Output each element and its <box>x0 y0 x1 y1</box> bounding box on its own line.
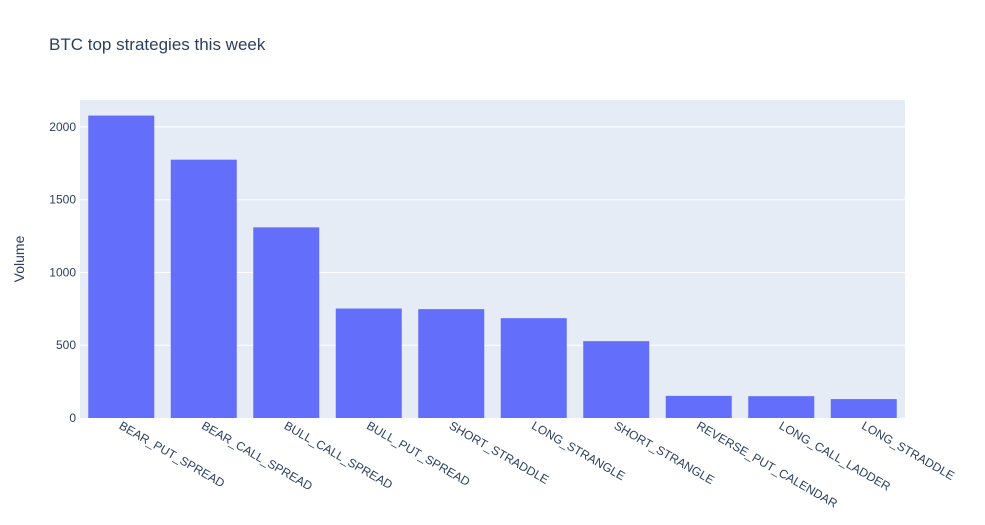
y-tick-label: 1000 <box>49 265 76 279</box>
x-axis-ticks: BEAR_PUT_SPREADBEAR_CALL_SPREADBULL_CALL… <box>117 418 957 510</box>
bar-long-strangle <box>500 318 567 418</box>
bar-short-strangle <box>583 341 650 418</box>
bar-long-straddle <box>830 399 897 418</box>
y-axis-title: Volume <box>11 235 27 282</box>
bar-bull-call-spread <box>253 227 320 418</box>
bar-bear-put-spread <box>88 115 155 418</box>
y-axis-ticks: 0 500 1000 1500 2000 <box>49 120 76 425</box>
bar-long-call-ladder <box>748 396 815 418</box>
bar-bull-put-spread <box>335 308 402 418</box>
y-tick-label: 2000 <box>49 120 76 134</box>
bar-short-straddle <box>418 309 485 418</box>
y-tick-label: 1500 <box>49 193 76 207</box>
bars <box>88 115 897 419</box>
y-tick-label: 500 <box>56 338 76 352</box>
chart-title: BTC top strategies this week <box>49 35 266 54</box>
bar-reverse-put-calendar <box>665 395 732 418</box>
bar-bear-call-spread <box>170 159 237 419</box>
x-tick-label: REVERSE_PUT_CALENDAR <box>694 418 840 510</box>
y-tick-label: 0 <box>69 411 76 425</box>
